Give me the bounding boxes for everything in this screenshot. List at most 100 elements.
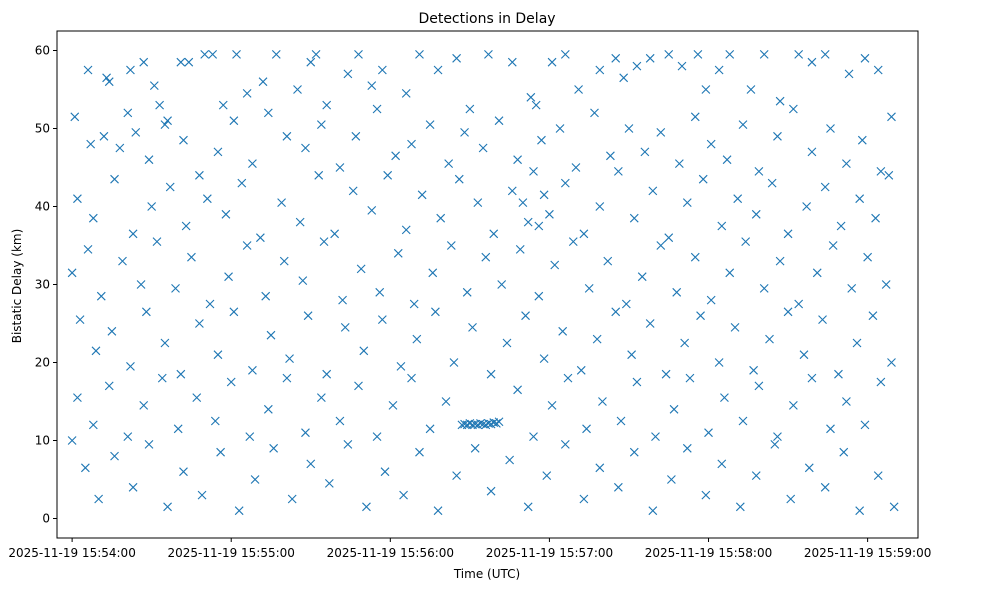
data-point: [128, 482, 138, 492]
data-point: [486, 486, 496, 496]
data-point: [855, 194, 865, 204]
data-point: [412, 334, 422, 344]
data-point: [470, 443, 480, 453]
data-point: [141, 307, 151, 317]
chart-title: Detections in Delay: [418, 11, 555, 27]
data-point: [163, 116, 172, 126]
data-point: [799, 350, 809, 360]
data-point: [860, 420, 870, 430]
data-point: [377, 65, 387, 75]
data-point: [767, 178, 777, 188]
data-point: [720, 393, 729, 402]
data-point: [584, 284, 594, 293]
data-point: [248, 365, 257, 375]
data-point: [629, 447, 639, 457]
data-point: [521, 311, 530, 321]
data-point: [393, 248, 403, 258]
data-point: [873, 65, 883, 75]
data-point: [497, 280, 507, 289]
data-point: [110, 174, 119, 184]
data-point: [335, 416, 345, 426]
data-point: [446, 241, 456, 250]
data-point: [210, 416, 220, 426]
data-point: [88, 213, 98, 223]
y-tick-label: 30: [35, 278, 50, 292]
data-point: [91, 346, 101, 356]
data-point: [433, 65, 443, 75]
data-point: [661, 369, 671, 379]
data-point: [351, 131, 361, 141]
data-point: [67, 436, 77, 445]
data-point: [271, 50, 281, 59]
data-point: [765, 334, 774, 344]
data-point: [436, 213, 446, 223]
data-point: [876, 377, 886, 387]
data-point: [306, 57, 316, 67]
data-point: [237, 178, 247, 188]
x-axis-label: Time (UTC): [453, 567, 520, 581]
data-point: [507, 57, 517, 67]
data-point: [820, 482, 830, 492]
data-point: [494, 116, 504, 126]
data-point: [807, 147, 817, 157]
data-point: [468, 323, 477, 332]
data-point: [560, 50, 570, 59]
data-point: [415, 447, 424, 457]
data-point: [505, 455, 515, 465]
data-point: [195, 319, 204, 328]
data-point: [354, 381, 363, 391]
data-point: [104, 77, 114, 87]
data-point: [735, 502, 745, 512]
data-point: [545, 209, 554, 219]
data-point: [513, 155, 522, 165]
data-point: [192, 393, 202, 402]
data-point: [749, 365, 758, 375]
data-point: [611, 53, 621, 63]
data-point: [696, 311, 705, 321]
data-point: [229, 116, 239, 126]
data-point: [690, 252, 700, 262]
data-point: [844, 69, 854, 79]
data-point: [245, 432, 255, 441]
x-tick-label: 2025-11-19 15:56:00: [327, 546, 454, 560]
data-point: [481, 252, 491, 262]
data-point: [160, 120, 170, 129]
data-point: [579, 494, 589, 504]
data-point: [834, 369, 843, 379]
data-point: [340, 323, 350, 332]
data-point: [348, 186, 358, 196]
data-point: [139, 401, 149, 410]
data-point: [682, 198, 692, 207]
data-point: [669, 404, 679, 414]
data-point: [131, 128, 141, 137]
data-point: [595, 202, 605, 211]
data-point: [67, 268, 77, 278]
data-point: [478, 143, 488, 153]
data-point: [674, 159, 684, 168]
data-point: [759, 284, 769, 293]
data-point: [473, 198, 483, 207]
data-point: [388, 401, 398, 410]
data-point: [449, 358, 459, 367]
data-point: [489, 229, 499, 239]
data-point: [144, 440, 154, 449]
data-point: [263, 108, 273, 118]
data-point: [595, 65, 605, 75]
data-point: [165, 182, 175, 192]
data-point: [645, 319, 655, 328]
data-point: [751, 471, 761, 480]
data-point: [221, 209, 231, 219]
data-point: [149, 81, 159, 90]
data-point: [627, 350, 637, 360]
data-point: [99, 131, 109, 141]
data-point: [839, 447, 849, 457]
data-point: [460, 128, 469, 137]
data-point: [887, 112, 896, 122]
data-point: [751, 209, 761, 219]
data-point: [261, 291, 271, 301]
x-tick-label: 2025-11-19 15:54:00: [8, 546, 135, 560]
data-point: [828, 241, 838, 250]
data-point: [155, 100, 165, 110]
data-point: [770, 440, 780, 449]
